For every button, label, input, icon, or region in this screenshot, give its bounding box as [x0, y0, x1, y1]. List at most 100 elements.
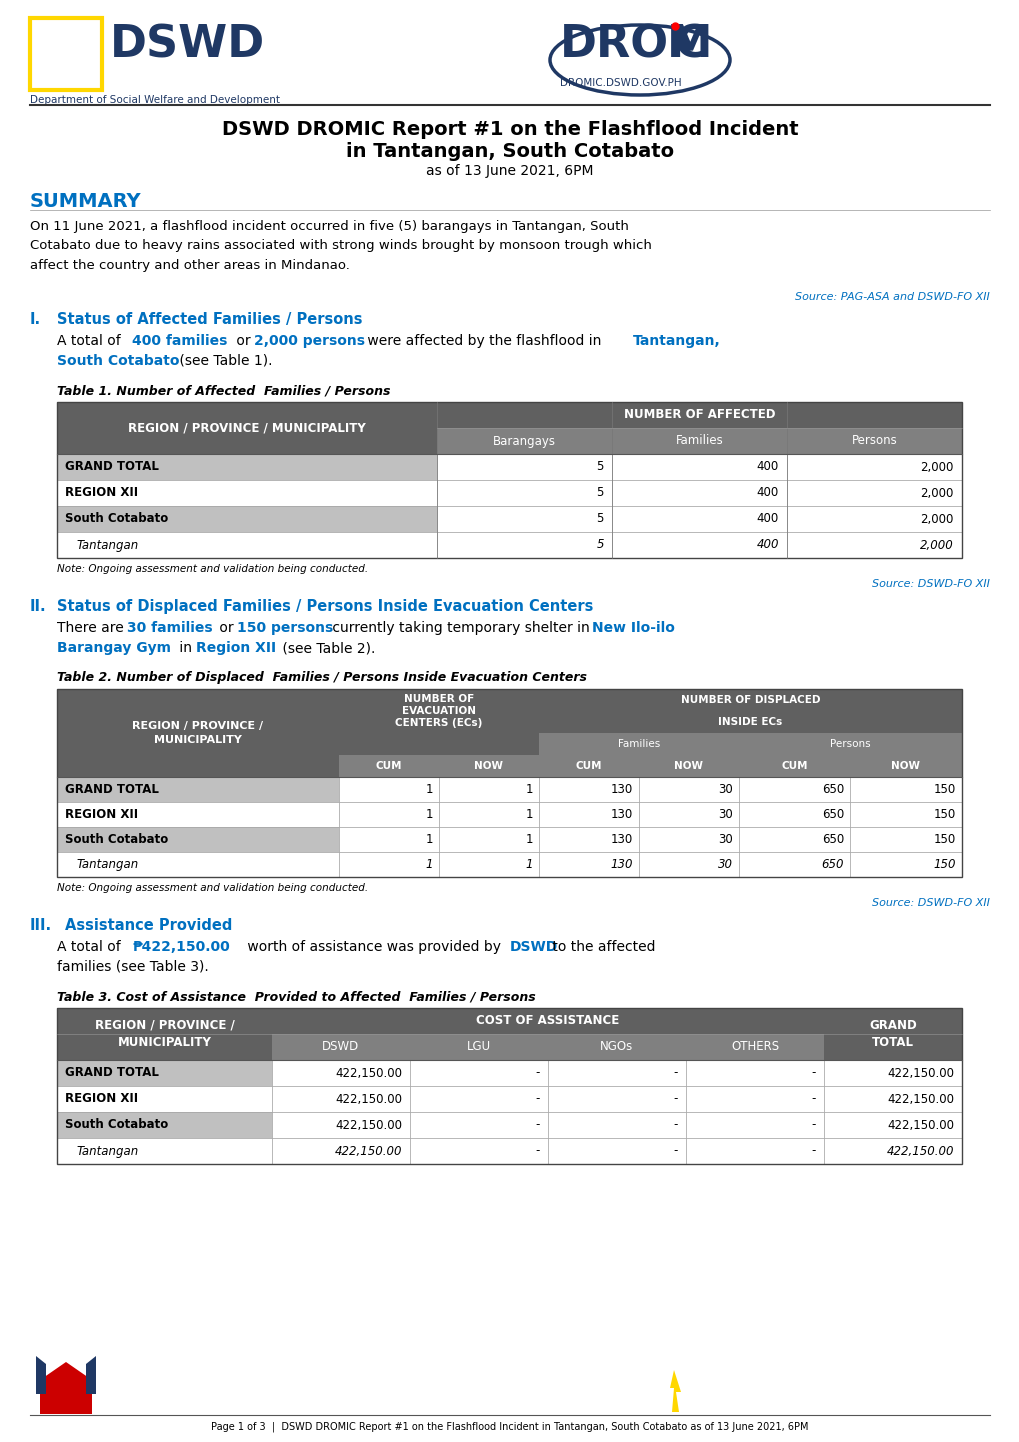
Text: GRAND TOTAL: GRAND TOTAL [65, 1067, 159, 1080]
Polygon shape [86, 1355, 96, 1394]
Bar [436, 454, 611, 480]
Text: NUMBER OF
EVACUATION
CENTERS (ECs): NUMBER OF EVACUATION CENTERS (ECs) [395, 694, 482, 728]
Bar [272, 1138, 410, 1164]
Bar [410, 1060, 547, 1086]
Bar [823, 1008, 961, 1060]
Bar [823, 1060, 961, 1086]
Text: On 11 June 2021, a flashflood incident occurred in five (5) barangays in Tantang: On 11 June 2021, a flashflood incident o… [30, 221, 651, 273]
Bar [611, 480, 787, 506]
Text: 150: 150 [932, 783, 955, 796]
Text: -: - [535, 1145, 539, 1158]
Text: worth of assistance was provided by: worth of assistance was provided by [243, 940, 504, 955]
Bar [57, 1138, 272, 1164]
Text: 150: 150 [932, 808, 955, 820]
Text: NUMBER OF DISPLACED: NUMBER OF DISPLACED [680, 695, 819, 705]
Text: 1: 1 [525, 783, 533, 796]
Text: 5: 5 [596, 486, 603, 499]
Text: 422,150.00: 422,150.00 [887, 1093, 953, 1106]
Text: Barangay Gym: Barangay Gym [57, 642, 171, 655]
Bar [272, 1060, 410, 1086]
Text: ₱422,150.00: ₱422,150.00 [131, 940, 229, 955]
Bar [787, 532, 961, 558]
Text: I: I [666, 23, 683, 66]
Bar [849, 852, 961, 877]
Bar [538, 711, 961, 733]
Text: Department of Social Welfare and Development: Department of Social Welfare and Develop… [30, 95, 280, 105]
Text: -: - [673, 1067, 678, 1080]
Text: 400: 400 [756, 486, 779, 499]
Text: 150: 150 [932, 833, 955, 846]
Text: NUMBER OF AFFECTED: NUMBER OF AFFECTED [624, 408, 774, 421]
Bar [57, 852, 338, 877]
Text: 422,150.00: 422,150.00 [334, 1067, 401, 1080]
Text: 1: 1 [525, 833, 533, 846]
Text: Tantangan: Tantangan [76, 538, 140, 551]
Text: (see Table 1).: (see Table 1). [175, 353, 272, 368]
Text: II.: II. [30, 598, 47, 614]
Text: 650: 650 [820, 858, 843, 871]
Text: 5: 5 [596, 512, 603, 525]
Bar [787, 480, 961, 506]
Text: 30: 30 [717, 808, 733, 820]
Text: Region XII: Region XII [196, 642, 276, 655]
Text: 2,000 persons: 2,000 persons [254, 335, 365, 348]
Bar [57, 1008, 272, 1060]
Text: -: - [535, 1093, 539, 1106]
Text: 130: 130 [610, 858, 633, 871]
Text: 650: 650 [821, 783, 843, 796]
Text: -: - [673, 1093, 678, 1106]
Text: Table 3. Cost of Assistance  Provided to Affected  Families / Persons: Table 3. Cost of Assistance Provided to … [57, 991, 535, 1004]
Text: REGION / PROVINCE /
MUNICIPALITY: REGION / PROVINCE / MUNICIPALITY [95, 1019, 234, 1048]
Text: 422,150.00: 422,150.00 [334, 1145, 401, 1158]
Text: New Ilo-ilo: New Ilo-ilo [591, 622, 675, 634]
Bar [739, 733, 961, 756]
Bar [57, 532, 436, 558]
Bar [538, 777, 638, 802]
Text: 650: 650 [821, 808, 843, 820]
Bar [739, 802, 849, 828]
Bar [611, 532, 787, 558]
Text: families (see Table 3).: families (see Table 3). [57, 960, 209, 973]
Text: DROMIC.DSWD.GOV.PH: DROMIC.DSWD.GOV.PH [559, 78, 681, 88]
Text: as of 13 June 2021, 6PM: as of 13 June 2021, 6PM [426, 164, 593, 177]
Bar [57, 828, 338, 852]
Bar [57, 1008, 961, 1164]
Text: C: C [675, 23, 707, 66]
Bar [686, 1112, 823, 1138]
Text: DSWD DROMIC Report #1 on the Flashflood Incident: DSWD DROMIC Report #1 on the Flashflood … [221, 120, 798, 138]
Bar [686, 1138, 823, 1164]
Bar [547, 1060, 686, 1086]
Bar [686, 1034, 823, 1060]
Bar [787, 428, 961, 454]
Text: Persons: Persons [829, 738, 870, 748]
Bar [57, 777, 338, 802]
Bar [739, 756, 849, 777]
Bar [57, 1086, 272, 1112]
Text: I.: I. [30, 311, 41, 327]
Text: III.: III. [30, 919, 52, 933]
Bar [438, 828, 538, 852]
Text: REGION XII: REGION XII [65, 486, 138, 499]
Text: DROM: DROM [559, 23, 713, 66]
Bar [438, 756, 538, 777]
Text: Barangays: Barangays [492, 434, 555, 447]
Polygon shape [36, 1355, 46, 1394]
Text: 1: 1 [425, 808, 433, 820]
Bar [436, 428, 611, 454]
Bar [849, 777, 961, 802]
Bar [436, 532, 611, 558]
Bar [538, 689, 961, 711]
Text: -: - [811, 1145, 815, 1158]
Bar [410, 1112, 547, 1138]
Text: Note: Ongoing assessment and validation being conducted.: Note: Ongoing assessment and validation … [57, 883, 368, 893]
Bar [338, 828, 438, 852]
Bar [638, 802, 739, 828]
Text: 1: 1 [525, 808, 533, 820]
Text: 650: 650 [821, 833, 843, 846]
Text: Table 2. Number of Displaced  Families / Persons Inside Evacuation Centers: Table 2. Number of Displaced Families / … [57, 671, 586, 684]
Text: Note: Ongoing assessment and validation being conducted.: Note: Ongoing assessment and validation … [57, 564, 368, 574]
Text: 2,000: 2,000 [920, 460, 953, 473]
Text: DSWD: DSWD [510, 940, 557, 955]
Text: 30 families: 30 families [127, 622, 212, 634]
Text: Table 1. Number of Affected  Families / Persons: Table 1. Number of Affected Families / P… [57, 384, 390, 397]
